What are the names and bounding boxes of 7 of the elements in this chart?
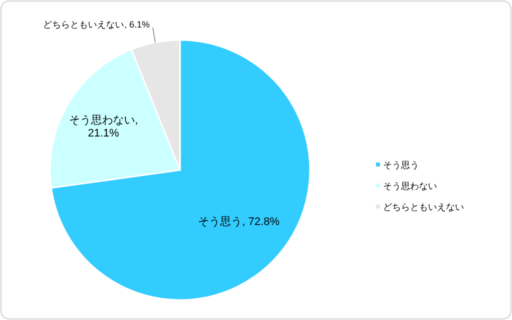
legend-label: そう思う <box>383 160 419 170</box>
data-label: そう思う, 72.8% <box>198 216 280 228</box>
legend-label: そう思わない <box>383 181 437 191</box>
legend-label: どちらともいえない <box>383 202 464 212</box>
pie-slice <box>50 39 311 301</box>
data-label: どちらともいえない, 6.1% <box>43 20 150 30</box>
data-label: そう思わない, 21.1% <box>68 114 138 140</box>
